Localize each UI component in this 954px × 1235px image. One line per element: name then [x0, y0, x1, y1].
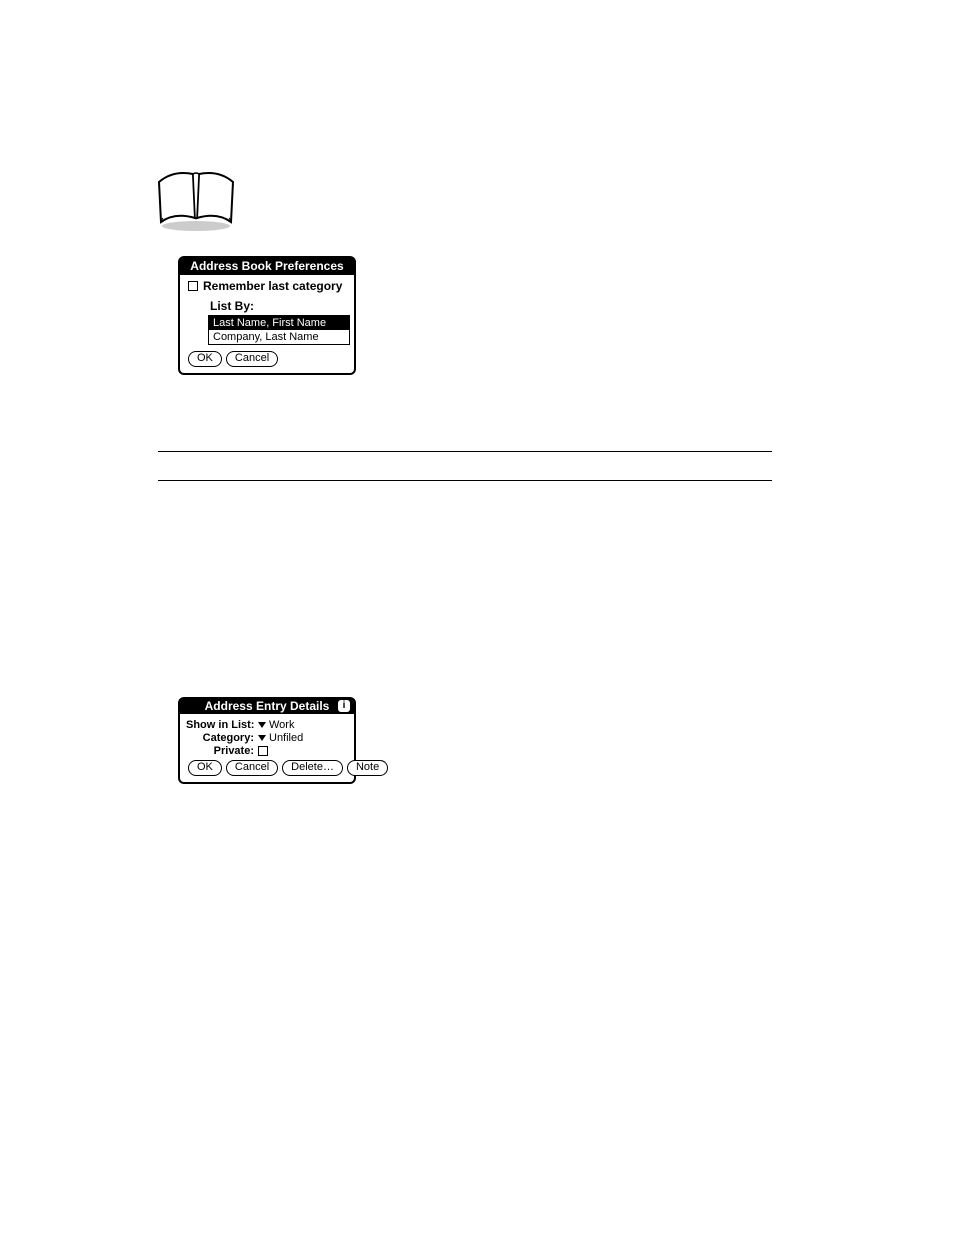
remember-last-category-row[interactable]: Remember last category: [186, 279, 348, 295]
show-in-list-row[interactable]: Show in List: Work: [186, 719, 348, 731]
private-checkbox[interactable]: [258, 746, 268, 756]
open-book-icon: [153, 168, 239, 234]
address-book-preferences-dialog: Address Book Preferences Remember last c…: [178, 256, 356, 375]
private-row[interactable]: Private:: [186, 745, 348, 757]
cancel-button[interactable]: Cancel: [226, 351, 278, 367]
dropdown-arrow-icon: [258, 722, 266, 728]
cancel-button[interactable]: Cancel: [226, 760, 278, 776]
category-label: Category:: [186, 732, 258, 744]
ok-button[interactable]: OK: [188, 760, 222, 776]
note-button[interactable]: Note: [347, 760, 388, 776]
show-in-list-value: Work: [269, 719, 294, 731]
private-label: Private:: [186, 745, 258, 757]
list-by-listbox[interactable]: Last Name, First Name Company, Last Name: [208, 315, 350, 345]
list-by-option-company-lastname[interactable]: Company, Last Name: [209, 330, 349, 344]
remember-last-category-checkbox[interactable]: [188, 281, 198, 291]
info-icon[interactable]: i: [338, 700, 350, 712]
list-by-option-lastname-firstname[interactable]: Last Name, First Name: [209, 316, 349, 330]
dropdown-arrow-icon: [258, 735, 266, 741]
list-by-label: List By:: [210, 299, 348, 313]
category-value: Unfiled: [269, 732, 303, 744]
divider-line: [158, 480, 772, 481]
divider-line: [158, 451, 772, 452]
dialog-title: Address Entry Details i: [180, 699, 354, 714]
remember-last-category-label: Remember last category: [203, 279, 342, 293]
show-in-list-label: Show in List:: [186, 719, 258, 731]
category-row[interactable]: Category: Unfiled: [186, 732, 348, 744]
prefs-title-label: Address Book Preferences: [190, 259, 343, 273]
address-entry-details-dialog: Address Entry Details i Show in List: Wo…: [178, 697, 356, 784]
ok-button[interactable]: OK: [188, 351, 222, 367]
details-title-label: Address Entry Details: [180, 699, 354, 713]
delete-button[interactable]: Delete…: [282, 760, 343, 776]
dialog-title: Address Book Preferences: [180, 258, 354, 275]
